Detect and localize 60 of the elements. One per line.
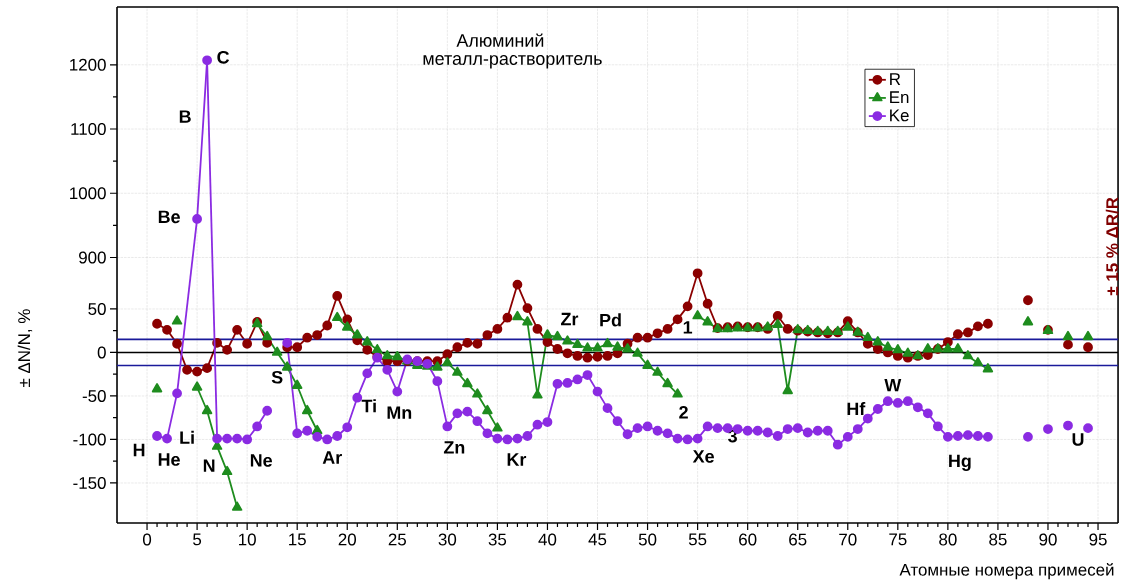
x-tick-label: 95 bbox=[1089, 533, 1107, 546]
annotation: Li bbox=[180, 430, 194, 444]
x-tick-label: 65 bbox=[789, 533, 807, 546]
x-tick-label: 40 bbox=[538, 533, 557, 546]
y-tick-label: -100 bbox=[73, 433, 106, 446]
x-tick-label: 0 bbox=[142, 533, 152, 546]
legend-label: R bbox=[890, 73, 901, 85]
annotation: ± 15 % ΔR/R bbox=[1105, 197, 1119, 296]
annotation: Hf bbox=[847, 402, 866, 416]
x-tick-label: 10 bbox=[239, 533, 256, 546]
annotation: W bbox=[884, 379, 902, 392]
x-tick-label: 85 bbox=[989, 533, 1007, 546]
x-tick-label: 30 bbox=[438, 533, 457, 546]
annotation: Be bbox=[158, 210, 180, 224]
x-axis-title: Атомные номера примесей bbox=[899, 563, 1114, 580]
annotation: Ar bbox=[322, 451, 342, 464]
x-tick-label: 15 bbox=[289, 533, 306, 546]
y-tick-label: -50 bbox=[82, 389, 106, 402]
annotation: 2 bbox=[679, 405, 688, 419]
x-tick-label: 25 bbox=[388, 533, 406, 546]
legend-label: Ke bbox=[890, 109, 909, 122]
y-tick-label: -150 bbox=[73, 476, 106, 489]
annotation: Kr bbox=[507, 453, 527, 466]
annotation: Mn bbox=[387, 406, 412, 419]
x-tick-label: 75 bbox=[889, 533, 907, 546]
y-tick-label: 50 bbox=[88, 302, 106, 315]
annotation: Xe bbox=[692, 450, 714, 463]
annotation: Zn bbox=[443, 441, 465, 454]
annotation: Zr bbox=[561, 312, 579, 326]
x-tick-label: 35 bbox=[488, 533, 507, 546]
x-tick-label: 60 bbox=[739, 533, 757, 546]
x-tick-label: 55 bbox=[688, 533, 707, 546]
y-tick-label: 1100 bbox=[71, 123, 106, 136]
x-tick-label: 20 bbox=[338, 533, 357, 546]
y-tick-label: 0 bbox=[97, 346, 106, 359]
annotation: S bbox=[271, 370, 283, 384]
annotation: C bbox=[217, 50, 230, 64]
legend-label: En bbox=[890, 91, 909, 104]
text: металл-растворитель bbox=[423, 55, 602, 69]
x-tick-label: 45 bbox=[588, 533, 607, 546]
y-tick-label: 1200 bbox=[70, 58, 106, 71]
annotation: H bbox=[133, 443, 145, 457]
annotation: Ti bbox=[361, 399, 376, 413]
annotation: U bbox=[1072, 433, 1084, 446]
x-tick-label: 90 bbox=[1039, 533, 1057, 546]
annotation: N bbox=[203, 459, 215, 472]
annotation: Pd bbox=[600, 313, 621, 327]
y-tick-label: 1000 bbox=[70, 187, 106, 200]
annotation: Ne bbox=[250, 454, 272, 467]
annotation: 1 bbox=[683, 321, 693, 334]
annotation: B bbox=[179, 110, 191, 123]
text: Алюминий bbox=[456, 33, 544, 47]
annotation: He bbox=[158, 453, 180, 466]
y-axis-title: ± ΔN/N, % bbox=[17, 309, 33, 388]
annotation: Hg bbox=[949, 454, 971, 471]
x-tick-label: 50 bbox=[638, 533, 657, 546]
x-tick-label: 5 bbox=[193, 533, 202, 546]
x-tick-label: 70 bbox=[839, 533, 857, 546]
y-tick-label: 900 bbox=[79, 251, 106, 264]
x-tick-label: 80 bbox=[939, 533, 957, 546]
